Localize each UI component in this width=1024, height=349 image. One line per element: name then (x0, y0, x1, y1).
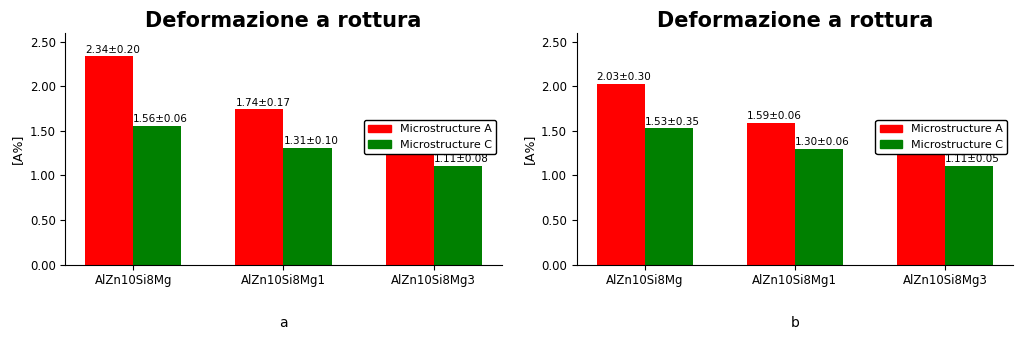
Text: b: b (791, 316, 799, 330)
Title: Deformazione a rottura: Deformazione a rottura (656, 11, 933, 31)
Text: 1.11±0.08: 1.11±0.08 (434, 154, 488, 164)
Bar (945, 166, 993, 265)
Bar (434, 166, 481, 265)
Bar (386, 142, 434, 265)
Bar (746, 123, 795, 265)
Bar (85, 56, 133, 265)
Text: 2.03±0.30: 2.03±0.30 (597, 72, 651, 82)
Text: 1.38±0.26: 1.38±0.26 (386, 130, 440, 140)
Text: 1.53±0.35: 1.53±0.35 (644, 117, 699, 127)
Legend: Microstructure A, Microstructure C: Microstructure A, Microstructure C (364, 120, 496, 154)
Y-axis label: [A%]: [A%] (11, 134, 25, 164)
Bar (236, 110, 284, 265)
Title: Deformazione a rottura: Deformazione a rottura (145, 11, 422, 31)
Bar (133, 126, 181, 265)
Text: 1.56±0.06: 1.56±0.06 (133, 114, 188, 124)
Y-axis label: [A%]: [A%] (522, 134, 536, 164)
Text: 1.31±0.10: 1.31±0.10 (284, 136, 338, 147)
Bar (644, 128, 692, 265)
Text: 1.74±0.17: 1.74±0.17 (236, 98, 291, 108)
Bar (284, 148, 332, 265)
Legend: Microstructure A, Microstructure C: Microstructure A, Microstructure C (876, 120, 1008, 154)
Text: 2.34±0.20: 2.34±0.20 (85, 45, 140, 54)
Bar (795, 149, 843, 265)
Text: a: a (280, 316, 288, 330)
Text: 1.59±0.06: 1.59±0.06 (746, 111, 802, 121)
Bar (597, 83, 644, 265)
Bar (897, 148, 945, 265)
Text: 1.31±0.04: 1.31±0.04 (897, 136, 951, 147)
Text: 1.30±0.06: 1.30±0.06 (795, 138, 850, 147)
Text: 1.11±0.05: 1.11±0.05 (945, 154, 999, 164)
